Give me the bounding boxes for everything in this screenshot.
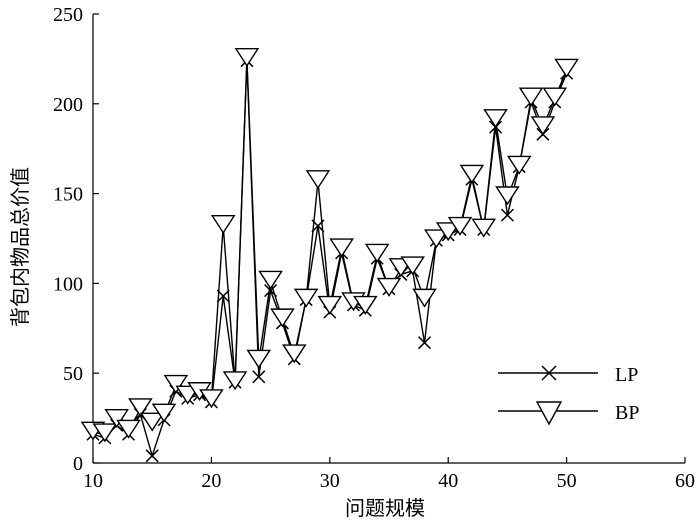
x-tick-label: 20 xyxy=(201,470,221,492)
x-tick-label: 50 xyxy=(557,470,577,492)
series-bp-point xyxy=(424,229,449,249)
series-lp-point xyxy=(500,208,514,222)
series-bp-point xyxy=(199,389,224,409)
series-bp-point xyxy=(163,374,189,394)
axes: 0 50 100 150 200 250 10 20 30 40 50 60 xyxy=(53,4,695,492)
series-bp-point xyxy=(222,371,248,391)
point-x-stroke xyxy=(252,370,266,384)
y-axis-title: 背包内物品总价值 xyxy=(8,167,32,327)
y-tick-label: 50 xyxy=(63,363,83,385)
series-bp-point xyxy=(151,403,177,423)
series-bp-point xyxy=(554,58,579,78)
series-lp-point xyxy=(252,370,266,384)
series-bp-point xyxy=(293,288,319,308)
point-x-stroke xyxy=(145,449,159,463)
series-bp-point xyxy=(483,109,508,129)
series-bp-point xyxy=(128,398,153,418)
series-bp-point xyxy=(270,308,295,328)
series-bp-point xyxy=(435,222,461,242)
series-bp-point xyxy=(116,419,141,439)
series-bp-point xyxy=(305,170,331,190)
series-bp-point xyxy=(506,155,532,175)
point-x-stroke xyxy=(264,284,278,298)
series-bp-point xyxy=(459,164,485,184)
y-tick-label: 250 xyxy=(53,4,83,26)
x-tick-label: 60 xyxy=(675,470,695,492)
legend-bp-label: BP xyxy=(615,402,639,424)
series-lp-point xyxy=(417,336,432,350)
series-bp-point xyxy=(104,408,129,428)
x-tick-label: 10 xyxy=(83,470,103,492)
y-tick-label: 200 xyxy=(53,94,83,116)
series-bp-point xyxy=(139,412,165,432)
series-bp xyxy=(80,48,579,443)
y-tick-label: 100 xyxy=(53,273,83,295)
series-bp-point xyxy=(353,295,378,315)
series-bp-point xyxy=(530,116,556,136)
legend-bp-marker xyxy=(535,401,563,426)
series-bp-point xyxy=(364,243,390,263)
series-lp-point xyxy=(145,449,159,463)
series-bp-point xyxy=(518,87,544,107)
series-bp-point xyxy=(471,218,497,238)
series-layer xyxy=(80,48,579,463)
series-bp-point xyxy=(376,277,402,297)
series-bp-point xyxy=(210,215,236,235)
x-tick-label: 30 xyxy=(320,470,340,492)
legend-lp-label: LP xyxy=(615,364,638,386)
series-bp-point xyxy=(329,238,354,258)
series-bp-point xyxy=(281,344,307,364)
series-bp-point xyxy=(495,186,520,206)
series-bp-point xyxy=(542,87,568,107)
point-x-stroke xyxy=(417,336,432,350)
series-bp-point xyxy=(258,270,283,290)
point-x-stroke xyxy=(216,289,230,303)
y-tick-label: 150 xyxy=(53,184,83,206)
series-bp-point xyxy=(447,216,473,236)
y-tick-label: 0 xyxy=(73,453,83,475)
series-bp-point xyxy=(234,48,260,67)
x-tick-label: 40 xyxy=(438,470,458,492)
x-axis-title: 问题规模 xyxy=(345,496,425,520)
series-bp-point xyxy=(246,349,272,369)
legend-lp-marker xyxy=(541,365,557,381)
point-x-stroke xyxy=(500,208,514,222)
series-bp-point xyxy=(92,423,118,443)
legend: LP BP xyxy=(498,364,639,426)
series-bp-point xyxy=(400,256,425,276)
series-bp-point xyxy=(317,295,343,315)
series-bp-point xyxy=(412,288,437,308)
